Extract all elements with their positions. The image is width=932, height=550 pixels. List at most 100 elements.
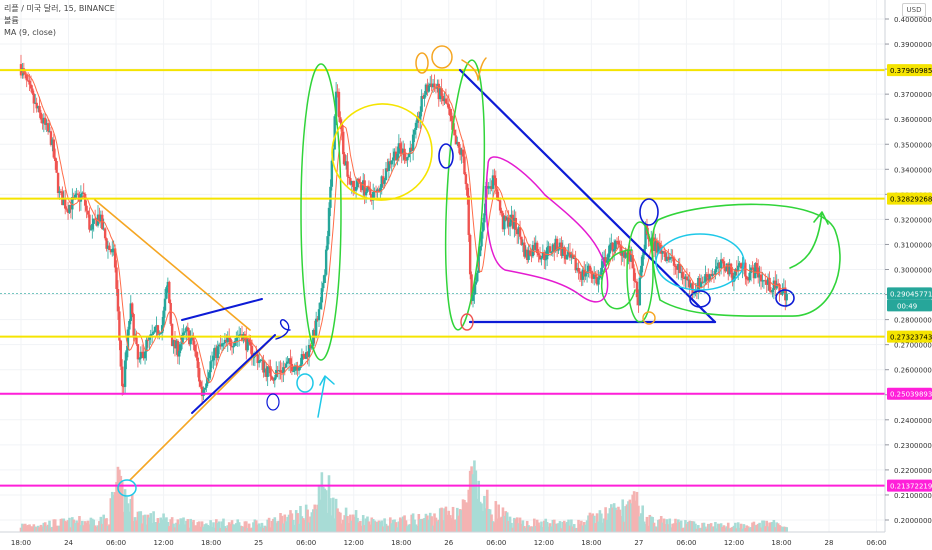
volume-bar (416, 525, 419, 532)
candle-body (688, 279, 691, 288)
volume-bar (411, 513, 415, 532)
level-price-label: 0.25039893 (890, 391, 932, 399)
candle-body (682, 277, 686, 280)
volume-bar (580, 520, 583, 532)
volume-bar (146, 514, 150, 532)
candle-body (588, 265, 592, 272)
blue-circle-spike (639, 198, 659, 226)
candle-body (568, 252, 572, 258)
candle-body (527, 250, 530, 260)
volume-bar (641, 505, 644, 532)
volume-bar (100, 523, 104, 532)
candle-body (314, 318, 318, 337)
volume-bar (639, 513, 643, 532)
volume-bar (528, 526, 532, 532)
volume-bar (679, 520, 683, 532)
candle-body (353, 186, 356, 191)
volume-bar (153, 522, 157, 532)
volume-bar (687, 521, 690, 532)
volume-bar (587, 515, 590, 532)
level-price-label-bg (887, 192, 932, 205)
volume-bar (721, 526, 724, 532)
candle-body (498, 200, 502, 211)
volume-bar (374, 521, 378, 532)
volume-bar (303, 519, 307, 532)
candle-body (213, 347, 217, 356)
volume-bar (384, 523, 388, 532)
volume-bar (133, 517, 137, 532)
candle-body (561, 247, 565, 256)
volume-bar (420, 518, 423, 532)
volume-bar (441, 520, 445, 532)
volume-bar (547, 526, 550, 532)
candle-body (641, 255, 644, 266)
candle-body (259, 360, 262, 362)
candle-body (461, 149, 465, 157)
volume-bar (233, 524, 237, 532)
candle-body (34, 102, 37, 104)
candle-body (159, 333, 162, 335)
volume-bar (307, 522, 311, 532)
candle-body (595, 276, 599, 285)
volume-bar (186, 519, 190, 532)
time-tick-label: 12:00 (153, 539, 173, 547)
volume-bar (73, 523, 77, 532)
candle-body (747, 279, 750, 281)
volume-bar (293, 524, 297, 532)
candle-body (380, 176, 383, 188)
volume-bar (244, 521, 248, 532)
volume-bar (555, 523, 559, 532)
candle-body (113, 248, 117, 268)
volume-bar (253, 519, 257, 532)
volume-bar (22, 524, 26, 532)
candle-body (470, 274, 473, 301)
volume-bar (314, 509, 318, 532)
candle-body (330, 160, 334, 187)
candle-body (487, 186, 490, 189)
candle-body (371, 191, 375, 201)
volume-bar (199, 526, 202, 532)
candle-body (239, 334, 242, 336)
candle-body (644, 225, 647, 250)
candle-body (597, 277, 600, 285)
candle-body (632, 268, 636, 281)
volume-bar (92, 519, 96, 532)
volume-bar (176, 519, 180, 532)
candle-body (420, 95, 423, 112)
volume-bar (379, 521, 382, 532)
candle-body (35, 102, 38, 109)
candle-body (359, 182, 362, 184)
volume-bar (718, 524, 721, 532)
volume-bar (95, 526, 98, 532)
candle-body (290, 363, 294, 372)
candle-body (129, 303, 132, 321)
candle-body (580, 273, 583, 280)
volume-bar (468, 470, 472, 532)
volume-bar (503, 515, 506, 532)
candle-body (507, 217, 510, 227)
candle-body (139, 351, 142, 359)
candle-body (638, 277, 642, 306)
candle-body (58, 191, 61, 194)
candle-body (343, 154, 346, 166)
candle-body (387, 161, 391, 171)
candle-body (367, 186, 371, 190)
candle-body (363, 180, 366, 196)
volume-bar (99, 516, 103, 532)
volume-bar (267, 517, 271, 532)
currency-button[interactable]: USD (902, 3, 926, 17)
candle-body (49, 131, 53, 145)
volume-bar (390, 523, 394, 532)
candle-body (612, 248, 616, 252)
volume-bar (223, 526, 227, 532)
volume-bar (393, 519, 396, 532)
volume-bar (595, 513, 599, 532)
volume-bar (535, 519, 539, 532)
candle-body (441, 95, 445, 102)
candle-body (285, 363, 288, 368)
candle-body (601, 261, 604, 268)
blue-wedge-lower (191, 334, 276, 414)
